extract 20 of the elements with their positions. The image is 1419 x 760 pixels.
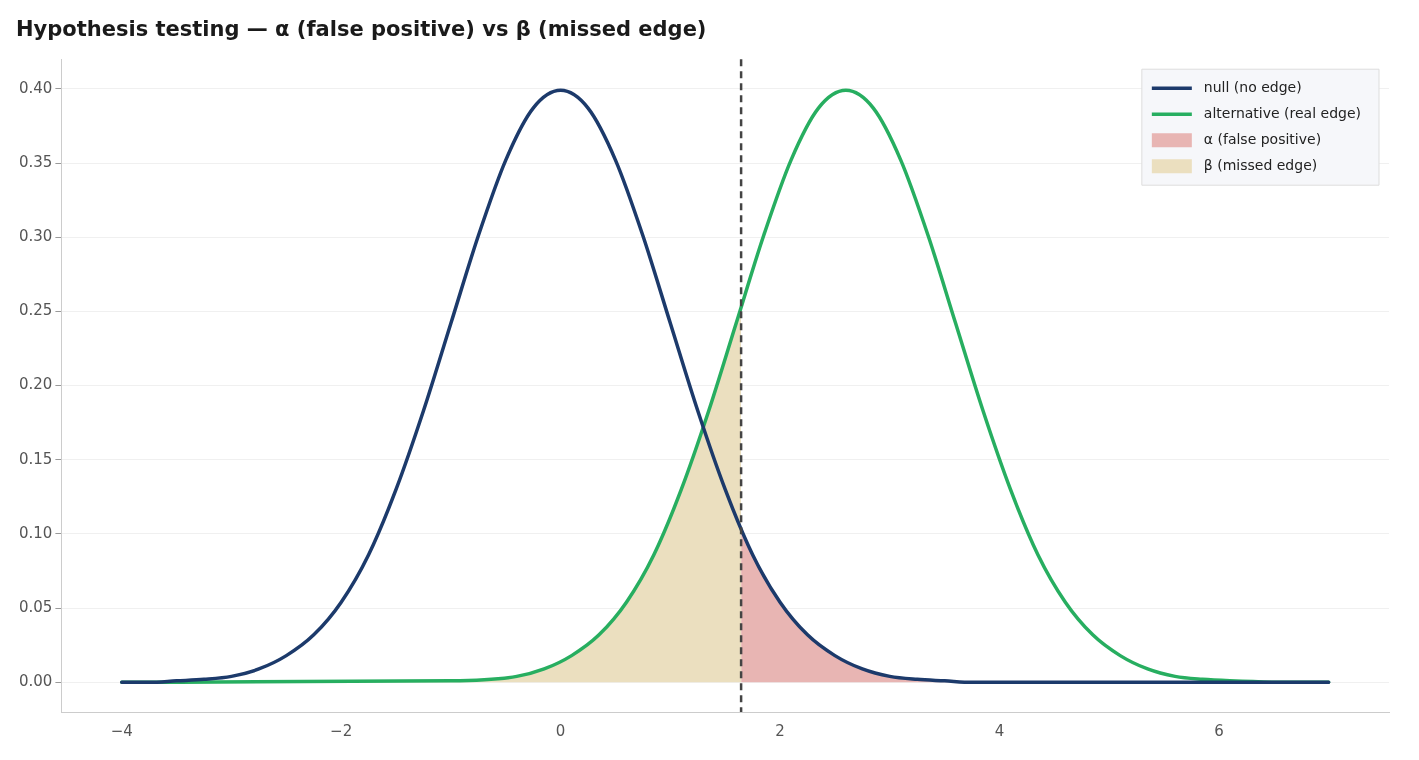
y-tick-label: 0.10	[18, 523, 53, 542]
x-tick-label: 0	[555, 721, 566, 740]
x-tick-label: −4	[110, 721, 133, 740]
x-tick-label: −2	[330, 721, 353, 740]
chart-title: Hypothesis testing — α (false positive) vs β (missed edge)	[16, 17, 707, 42]
y-tick-label: 0.00	[18, 672, 53, 691]
legend-label: alternative (real edge)	[1203, 104, 1362, 121]
y-tick-label: 0.30	[18, 227, 53, 246]
legend-label: α (false positive)	[1203, 130, 1322, 147]
legend-label: β (missed edge)	[1203, 156, 1318, 173]
y-tick-label: 0.35	[18, 152, 53, 171]
y-tick-label: 0.15	[18, 449, 53, 468]
x-tick-label: 2	[775, 721, 785, 740]
x-tick-label: 4	[994, 721, 1005, 740]
y-tick-label: 0.40	[18, 78, 53, 97]
legend-label: null (no edge)	[1203, 78, 1302, 95]
y-tick-label: 0.05	[18, 598, 53, 617]
y-tick-label: 0.25	[18, 301, 53, 320]
y-tick-label: 0.20	[18, 375, 53, 394]
x-tick-label: 6	[1214, 721, 1224, 740]
